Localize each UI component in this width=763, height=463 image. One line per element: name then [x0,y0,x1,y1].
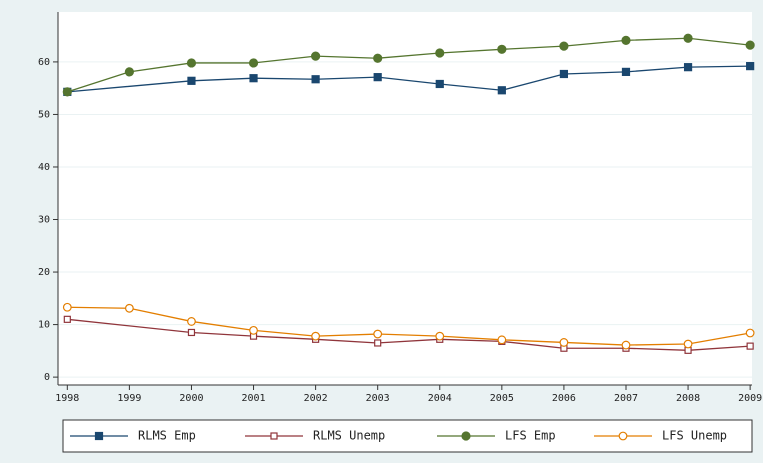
marker [62,87,72,97]
marker [621,340,631,350]
legend-marker [461,431,471,441]
y-tick-label: 60 [38,57,50,68]
marker [497,86,506,95]
marker [621,67,631,76]
marker [497,44,507,54]
marker [187,328,196,337]
legend-marker [270,432,278,440]
y-tick-label: 30 [38,215,50,226]
marker [559,69,569,79]
marker [559,338,569,347]
marker [683,339,693,349]
legend-label: LFS Emp [505,429,556,443]
marker [374,339,382,347]
marker [746,62,755,71]
marker [187,76,196,85]
x-tick-label: 2003 [366,393,390,404]
marker [746,342,754,350]
y-tick-label: 40 [38,162,50,173]
marker [683,63,693,72]
marker [311,51,321,61]
marker [683,33,693,43]
legend-marker [94,431,104,441]
x-tick-label: 2001 [241,393,265,404]
marker [311,331,321,341]
x-tick-label: 2004 [428,393,452,404]
legend-label: RLMS Emp [138,429,196,443]
marker [124,303,134,313]
y-tick-label: 0 [44,372,50,383]
marker [248,58,259,68]
marker [559,41,569,51]
y-tick-label: 10 [38,320,50,331]
y-tick-label: 50 [38,109,50,120]
marker [435,48,445,58]
marker [373,329,383,339]
marker [497,335,507,345]
marker [187,317,196,326]
x-tick-label: 1999 [117,393,141,404]
marker [186,58,197,68]
marker [249,74,258,83]
x-tick-label: 1998 [55,393,79,404]
legend-label: RLMS Unemp [313,429,385,443]
marker [63,315,71,323]
marker [435,331,445,341]
legend: RLMS Emp RLMS Unemp LFS Emp LFS Unemp [70,429,727,443]
marker [311,75,320,84]
x-tick-label: 2000 [179,393,203,404]
marker [745,328,755,338]
marker [62,302,72,312]
marker [124,67,134,77]
x-tick-label: 2002 [304,393,328,404]
marker [745,40,755,50]
x-tick-label: 2006 [552,393,576,404]
x-tick-label: 2005 [490,393,514,404]
x-tick-label: 2007 [614,393,638,404]
y-tick-label: 20 [38,267,50,278]
marker [373,53,383,63]
marker [621,35,631,45]
x-tick-label: 2008 [676,393,700,404]
series-line [67,37,751,93]
x-tick-label: 2009 [738,393,762,404]
marker [373,73,382,82]
legend-label: LFS Unemp [662,429,727,443]
series-line [67,306,751,346]
marker [435,79,444,89]
legend-marker [618,431,628,441]
marker [249,325,258,335]
plot-area [58,12,752,385]
